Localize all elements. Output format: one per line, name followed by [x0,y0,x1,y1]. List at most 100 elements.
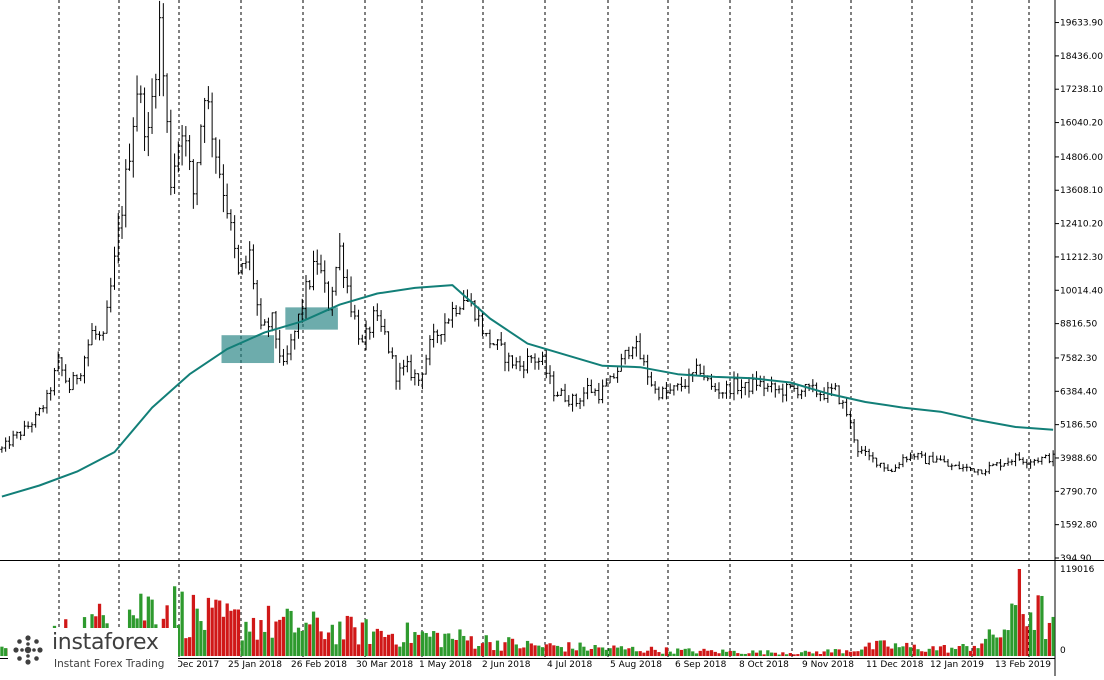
y-tick-label: 19633.90 [1060,19,1103,29]
candle [120,205,124,239]
candle [477,306,481,327]
volume-bar [897,647,901,656]
x-tick-label: 2 Jun 2018 [482,660,531,670]
candle [473,300,477,322]
volume-bar [206,597,211,656]
candle [30,422,34,433]
volume-bar [191,594,196,656]
candle [942,455,946,463]
x-tick-label: 9 Nov 2018 [802,660,854,670]
volume-bar [972,645,976,656]
volume-bar [184,638,188,656]
candle [905,456,909,463]
candle [570,393,575,412]
volume-bar [781,652,785,656]
candle [82,355,87,384]
candle [923,452,928,465]
candle [199,124,203,166]
candle [142,87,147,152]
volume-bar [672,653,676,656]
volume-bar [841,653,845,656]
candle [311,250,316,291]
volume-bar [803,650,808,656]
candle [278,329,282,364]
volume-bar [875,640,879,656]
candle [480,310,485,337]
volume-bar [856,651,860,656]
y-tick-label: 1592.80 [1060,521,1097,531]
candle [101,331,105,341]
candle [972,468,976,473]
volume-bar [544,644,548,656]
volume-bar [409,642,413,656]
candle [112,246,117,290]
volume-bar [402,642,406,656]
candle [41,405,45,413]
candle [758,375,762,388]
candle [593,388,597,396]
y-tick-label: 10014.40 [1060,286,1103,296]
volume-bar [815,651,819,656]
volume-bar [961,644,965,656]
volume-bar [863,646,868,656]
volume-bar [649,646,654,656]
candle [781,383,785,403]
y-tick-label: 17238.10 [1060,85,1103,95]
candle [998,459,1003,471]
volume-bar [525,640,530,656]
candle [653,381,657,394]
candle [1013,452,1018,467]
candle [529,355,533,363]
volume-bar [199,621,203,656]
candle [94,325,98,340]
candle [7,436,11,449]
candle [968,466,973,472]
volume-bar [837,649,841,656]
candle [867,448,871,461]
volume-bar [574,650,578,656]
volume-bar [965,646,969,656]
volume-bar [139,593,143,656]
volume-bar [717,653,721,656]
volume-bar [642,652,646,656]
volume-bar [991,634,995,656]
volume-bar [646,650,650,656]
volume-bar [638,651,642,656]
candle [462,290,466,311]
volume-bar [413,632,417,656]
volume-bar [417,634,421,656]
candle [623,349,627,365]
candle [22,420,27,436]
candle [214,137,218,174]
candle [244,255,248,269]
candle [79,373,83,382]
candle [525,348,530,374]
volume-bar [251,617,256,656]
y-tick-label: 7582.30 [1060,354,1097,364]
candle [135,75,139,132]
candle [45,389,49,414]
volume-bar [319,631,323,656]
volume-bar [233,609,237,656]
volume-bar [371,631,376,656]
volume-bar [938,646,943,656]
candle [420,372,424,390]
volume-bar [244,621,248,656]
candle [604,378,608,387]
volume-bar [796,654,800,656]
volume-bar [754,652,759,656]
candle [935,455,939,463]
candle [379,310,383,332]
candle [818,390,822,402]
volume-bar [612,645,616,656]
volume-bar [848,651,853,656]
candle [248,241,252,271]
candle [1010,459,1014,466]
volume-bar [390,633,395,656]
volume-bar [826,649,830,656]
y-tick-label: 16040.20 [1060,119,1103,129]
candle [495,339,500,350]
candle [345,269,349,294]
volume-bar [570,648,575,656]
volume-bar [691,651,695,656]
